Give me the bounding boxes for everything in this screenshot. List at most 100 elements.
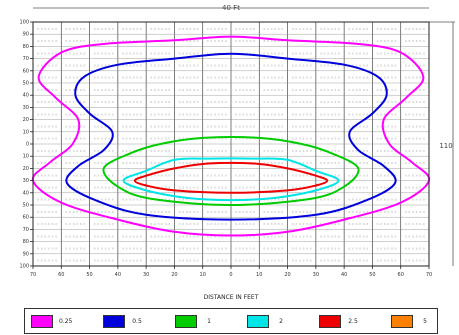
y-tick-label: 70 <box>23 56 29 62</box>
grid-cell-value: 0.0 0.0 0.0 <box>37 247 57 251</box>
contour-0-25 <box>31 35 431 237</box>
grid-cell-value: 0.0 0.0 0.0 <box>320 51 340 55</box>
legend-swatch <box>391 314 413 328</box>
grid-cell-value: 0.0 0.0 0.0 <box>122 247 142 251</box>
grid-cell-value: 0.0 0.0 0.0 <box>179 100 199 104</box>
y-tick-label: 80 <box>23 44 29 50</box>
legend-swatch <box>247 314 269 328</box>
grid-cell-value: 0.0 0.0 0.0 <box>122 186 142 190</box>
grid-cell-value: 0.0 0.0 0.0 <box>122 112 142 116</box>
grid-cell-value: 0.0 0.0 0.0 <box>320 125 340 129</box>
grid-cell-value: 0.0 0.0 0.0 <box>150 259 170 263</box>
grid-cell-value: 0.0 0.0 0.0 <box>320 112 340 116</box>
y-tick-label: 100 <box>19 264 29 270</box>
grid-cell-value: 0.0 0.0 0.0 <box>235 112 255 116</box>
grid-cell-value: 0.0 0.0 0.0 <box>150 210 170 214</box>
grid-cell-value: 0.0 0.0 0.0 <box>405 51 425 55</box>
grid-cell-value: 0.0 0.0 0.0 <box>150 76 170 80</box>
grid-cell-value: 0.0 0.0 0.0 <box>263 259 283 263</box>
grid-cell-value: 0.0 0.0 0.0 <box>377 198 397 202</box>
x-tick-labels: 70 60 50 40 30 20 10 0 10 20 30 40 50 60 70 <box>30 266 432 278</box>
grid-cell-value: 0.0 0.0 0.0 <box>207 186 227 190</box>
grid-cell-value: 0.0 0.0 0.0 <box>292 76 312 80</box>
grid-cell-value: 0.0 0.0 0.0 <box>263 222 283 226</box>
grid-cell-value: 0.0 0.0 0.0 <box>179 64 199 68</box>
legend-swatch <box>319 314 341 328</box>
y-tick-label: 80 <box>23 239 29 245</box>
grid-cell-value: 0.0 0.0 0.0 <box>94 173 114 177</box>
grid-cell-value: 0.0 0.0 0.0 <box>65 173 85 177</box>
grid-cell-value: 0.0 0.0 0.0 <box>292 125 312 129</box>
grid-cell-value: 0.0 0.0 0.0 <box>65 39 85 43</box>
grid-cell-value: 0.0 0.0 0.0 <box>37 64 57 68</box>
y-tick-label: 40 <box>23 93 29 99</box>
grid-cell-value: 0.0 0.0 0.0 <box>150 222 170 226</box>
grid-cell-value: 0.0 0.0 0.0 <box>348 161 368 165</box>
grid-cell-value: 0.0 0.0 0.0 <box>263 125 283 129</box>
grid-cell-value: 0.0 0.0 0.0 <box>150 161 170 165</box>
grid-cell-value: 0.0 0.0 0.0 <box>150 149 170 153</box>
grid-cell-value: 0.0 0.0 0.0 <box>405 39 425 43</box>
grid-cell-value: 0.0 0.0 0.0 <box>377 259 397 263</box>
grid-cell-value: 0.0 0.0 0.0 <box>292 234 312 238</box>
grid-cell-value: 0.0 0.0 0.0 <box>263 88 283 92</box>
grid-cell-value: 0.0 0.0 0.0 <box>94 39 114 43</box>
x-tick-label: 70 <box>30 272 36 278</box>
y-tick-label: 50 <box>23 203 29 209</box>
grid-cell-value: 0.0 0.0 0.0 <box>207 247 227 251</box>
grid-cell-value: 0.0 0.0 0.0 <box>292 259 312 263</box>
grid-cell-value: 0.0 0.0 0.0 <box>122 161 142 165</box>
grid-cell-value: 0.0 0.0 0.0 <box>292 64 312 68</box>
grid-cell-value: 0.0 0.0 0.0 <box>65 161 85 165</box>
grid-cell-value: 0.0 0.0 0.0 <box>150 247 170 251</box>
legend-label: 2 <box>279 317 283 325</box>
grid-cell-value: 0.0 0.0 0.0 <box>65 64 85 68</box>
grid-cell-value: 0.0 0.0 0.0 <box>235 173 255 177</box>
grid-cell-value: 0.0 0.0 0.0 <box>235 210 255 214</box>
grid-cell-value: 0.0 0.0 0.0 <box>320 198 340 202</box>
y-tick-label: 30 <box>23 105 29 111</box>
grid-cell-value: 0.0 0.0 0.0 <box>179 125 199 129</box>
x-tick-label: 30 <box>313 272 319 278</box>
grid-cell-value: 0.0 0.0 0.0 <box>292 88 312 92</box>
y-tick-label: 50 <box>23 81 29 87</box>
grid-cell-value: 0.0 0.0 0.0 <box>179 161 199 165</box>
grid-cell-value: 0.0 0.0 0.0 <box>150 234 170 238</box>
grid-cell-value: 0.0 0.0 0.0 <box>235 222 255 226</box>
grid-cell-value: 0.0 0.0 0.0 <box>292 100 312 104</box>
grid-cell-value: 0.0 0.0 0.0 <box>263 112 283 116</box>
grid-cell-value: 0.0 0.0 0.0 <box>65 222 85 226</box>
grid-cell-value: 0.0 0.0 0.0 <box>235 247 255 251</box>
grid-cell-value: 0.0 0.0 0.0 <box>65 51 85 55</box>
grid-cell-value: 0.0 0.0 0.0 <box>94 76 114 80</box>
x-tick-label: 60 <box>398 272 404 278</box>
grid-cell-value: 0.0 0.0 0.0 <box>207 173 227 177</box>
x-tick-label: 30 <box>143 272 149 278</box>
grid-cell-value: 0.0 0.0 0.0 <box>37 222 57 226</box>
grid-cell-value: 0.0 0.0 0.0 <box>207 100 227 104</box>
grid-cell-value: 0.0 0.0 0.0 <box>377 210 397 214</box>
grid-cell-value: 0.0 0.0 0.0 <box>320 64 340 68</box>
grid-cell-value: 0.0 0.0 0.0 <box>320 161 340 165</box>
x-tick-label: 10 <box>256 272 262 278</box>
y-tick-label: 40 <box>23 190 29 196</box>
contour-2-5 <box>133 161 329 194</box>
grid-cell-value: 0.0 0.0 0.0 <box>263 149 283 153</box>
grid-cell-value: 0.0 0.0 0.0 <box>348 76 368 80</box>
grid-cell-value: 0.0 0.0 0.0 <box>405 198 425 202</box>
grid-cell-value: 0.0 0.0 0.0 <box>150 27 170 31</box>
grid-cell-value: 0.0 0.0 0.0 <box>320 234 340 238</box>
grid-cell-value: 0.0 0.0 0.0 <box>122 27 142 31</box>
grid-cell-value: 0.0 0.0 0.0 <box>263 234 283 238</box>
grid-cell-value: 0.0 0.0 0.0 <box>37 125 57 129</box>
grid-cell-value: 0.0 0.0 0.0 <box>65 76 85 80</box>
grid-cell-value: 0.0 0.0 0.0 <box>65 210 85 214</box>
grid-cell-value: 0.0 0.0 0.0 <box>263 161 283 165</box>
grid-cell-value: 0.0 0.0 0.0 <box>292 161 312 165</box>
grid-cell-value: 0.0 0.0 0.0 <box>405 76 425 80</box>
grid-cell-value: 0.0 0.0 0.0 <box>179 39 199 43</box>
grid-cell-value: 0.0 0.0 0.0 <box>348 247 368 251</box>
grid-cell-value: 0.0 0.0 0.0 <box>405 125 425 129</box>
grid-cell-value: 0.0 0.0 0.0 <box>122 198 142 202</box>
grid-cell-value: 0.0 0.0 0.0 <box>37 27 57 31</box>
